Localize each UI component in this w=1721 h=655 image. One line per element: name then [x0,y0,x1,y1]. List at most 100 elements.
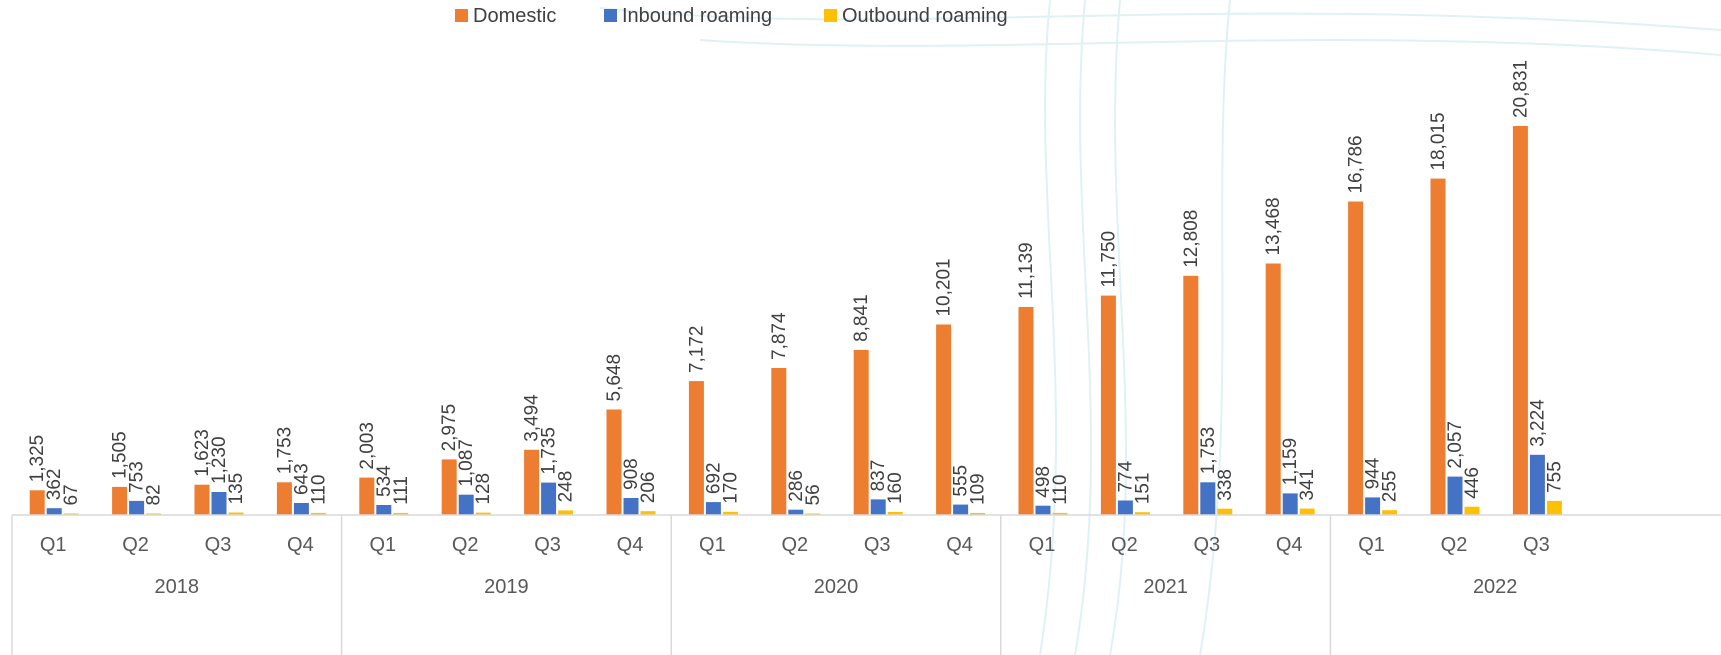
bar-outbound-roaming [640,511,656,515]
bar-outbound-roaming [1134,512,1150,515]
background-wave-line [1074,0,1093,655]
x-tick-label-quarter: Q3 [1193,534,1220,556]
legend-label: Domestic [473,5,556,27]
bar-inbound-roaming [541,482,557,515]
bar-inbound-roaming [211,492,227,515]
bar-domestic [1512,126,1528,515]
bar-domestic [1183,275,1199,515]
bar-domestic [112,486,128,515]
bar-domestic [1348,201,1364,515]
bar-domestic [1430,178,1446,515]
data-label: 110 [1050,475,1071,505]
data-label: 7,172 [686,326,707,374]
bar-inbound-roaming [1117,500,1133,515]
data-label: 446 [1462,467,1483,499]
data-label: 2,003 [357,422,378,470]
legend-swatch [824,9,837,22]
bar-outbound-roaming [1217,508,1233,515]
data-label: 908 [621,458,642,490]
bar-inbound-roaming [1365,497,1381,515]
x-tick-label-quarter: Q2 [122,534,149,556]
bar-inbound-roaming [870,499,886,515]
x-tick-label-quarter: Q4 [946,534,973,556]
data-label: 67 [61,484,82,505]
data-label: 56 [803,484,824,505]
bar-domestic [1018,307,1034,515]
bar-inbound-roaming [1282,493,1298,515]
bar-inbound-roaming [788,509,804,515]
data-label: 110 [308,475,329,505]
bar-inbound-roaming [1200,482,1216,515]
data-label: 170 [720,472,741,504]
data-label: 286 [786,470,807,502]
bar-domestic [1265,263,1281,515]
data-label: 753 [127,461,148,493]
data-label: 338 [1215,469,1236,501]
data-label: 534 [374,465,395,497]
bar-domestic [853,349,869,515]
bar-outbound-roaming [228,512,244,515]
data-label: 755 [1544,461,1565,493]
data-label: 18,015 [1428,112,1449,170]
bar-outbound-roaming [1546,500,1562,515]
data-label: 362 [44,468,65,500]
plot-area: 1,325362671,505753821,6231,2301351,75364… [27,60,1565,515]
x-tick-label-quarter: Q3 [864,534,891,556]
data-label: 1,325 [27,435,48,483]
data-label: 837 [868,460,889,492]
data-label: 82 [144,484,165,505]
x-tick-label-quarter: Q1 [1029,534,1056,556]
bar-inbound-roaming [1035,505,1051,515]
x-tick-label-quarter: Q2 [452,534,479,556]
data-label: 3,494 [522,394,543,442]
data-label: 1,505 [110,431,131,479]
bar-inbound-roaming [46,508,62,515]
data-label: 1,087 [456,439,477,487]
x-axis: Q1 Q2 Q3 Q4 Q1 Q2 Q3 Q4 Q1 Q2 Q3 Q4 Q1 Q2 Q3 Q4 Q1 Q2 Q320… [11,514,1721,655]
x-tick-label-year: 2019 [484,576,529,598]
bar-outbound-roaming [1299,508,1315,515]
x-tick-label-quarter: Q4 [1276,534,1303,556]
bar-outbound-roaming [1052,512,1068,515]
data-label: 944 [1363,457,1384,489]
data-label: 7,874 [769,312,790,360]
bar-outbound-roaming [970,513,986,515]
x-tick-label-quarter: Q1 [40,534,67,556]
bar-outbound-roaming [310,512,326,515]
bar-domestic [771,368,787,515]
x-tick-label-quarter: Q1 [369,534,396,556]
bar-outbound-roaming [558,510,574,515]
bar-domestic [606,409,622,515]
x-tick-label-year: 2022 [1473,576,1518,598]
data-label: 643 [291,463,312,495]
legend-swatch [604,9,617,22]
data-label: 11,750 [1098,231,1119,288]
legend-label: Outbound roaming [842,5,1008,27]
x-tick-label-year: 2021 [1143,576,1188,598]
bar-inbound-roaming [623,498,639,515]
data-label: 2,057 [1445,421,1466,469]
legend-swatch [455,9,468,22]
x-tick-label-quarter: Q1 [1358,534,1385,556]
data-label: 151 [1132,472,1153,504]
bar-inbound-roaming [1529,454,1545,515]
bar-outbound-roaming [1464,506,1480,515]
data-label: 692 [703,462,724,494]
data-label: 111 [391,476,412,505]
bar-domestic [688,381,704,515]
data-label: 8,841 [851,294,872,342]
bar-inbound-roaming [1447,476,1463,515]
data-label: 1,159 [1280,438,1301,486]
bar-domestic [1100,295,1116,515]
background-wave-line [1039,0,1058,655]
bar-domestic [276,482,292,515]
bar-domestic [441,459,457,515]
background-wave-line [699,39,1721,56]
data-label: 1,735 [539,427,560,475]
data-label: 555 [951,465,972,497]
bar-inbound-roaming [953,504,969,515]
bar-outbound-roaming [393,512,409,515]
data-label: 16,786 [1346,135,1367,193]
data-label: 774 [1115,460,1136,492]
